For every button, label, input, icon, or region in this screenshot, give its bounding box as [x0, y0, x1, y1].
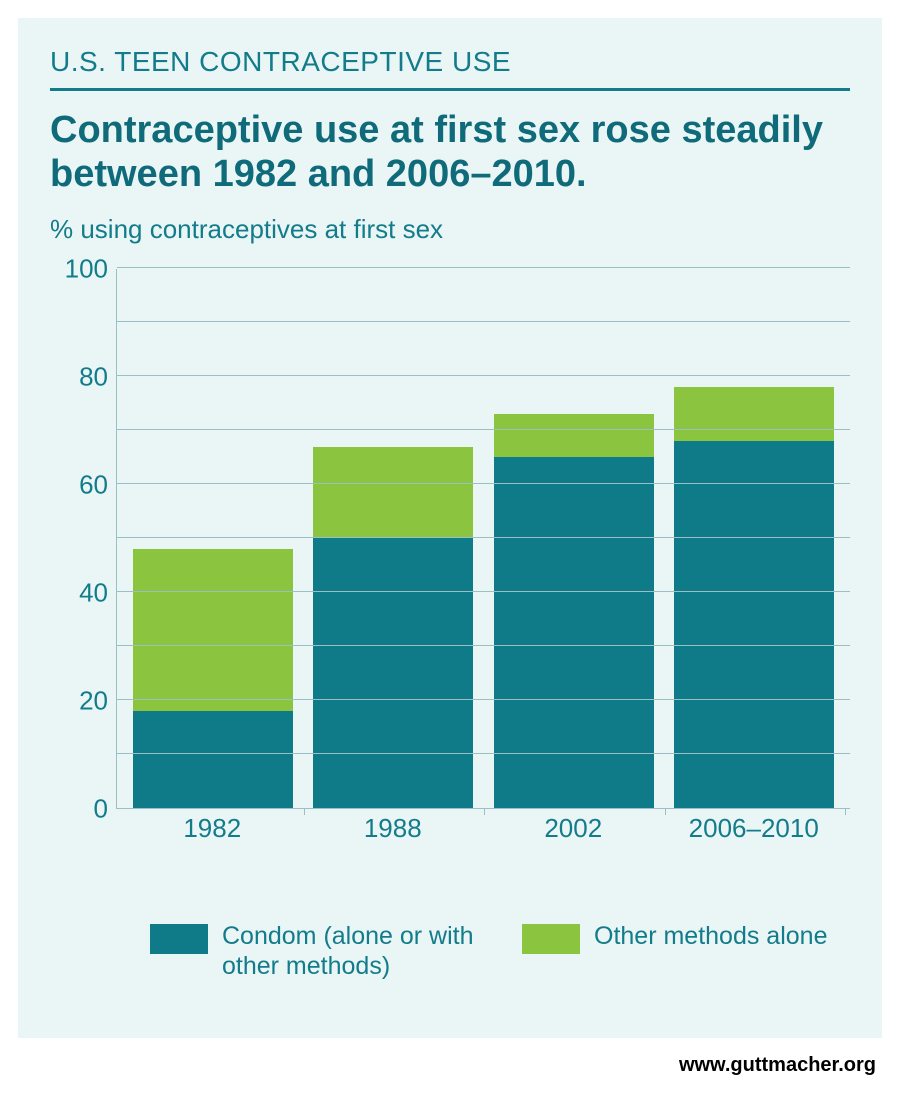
- legend-item-condom: Condom (alone or with other methods): [150, 921, 482, 981]
- bar-1982: [133, 549, 293, 808]
- legend-item-other: Other methods alone: [522, 921, 827, 954]
- bar-segment-other: [494, 414, 654, 457]
- gridline: [117, 267, 850, 268]
- x-label: 1988: [313, 813, 473, 844]
- y-tick-label: 100: [50, 254, 108, 285]
- source-url: www.guttmacher.org: [679, 1054, 876, 1077]
- x-label: 2006–2010: [674, 813, 834, 844]
- gridline: [117, 429, 850, 430]
- gridline: [117, 375, 850, 376]
- gridline: [117, 321, 850, 322]
- x-label: 2002: [493, 813, 653, 844]
- y-tick-label: 20: [50, 686, 108, 717]
- bar-segment-condom: [133, 711, 293, 808]
- legend-swatch: [522, 924, 580, 954]
- chart: 1982 1988 2002 2006–2010 0 20 40 60 80 100: [50, 251, 850, 861]
- y-tick-label: 0: [50, 794, 108, 825]
- chart-panel: U.S. TEEN CONTRACEPTIVE USE Contraceptiv…: [18, 18, 882, 1038]
- bars-container: [117, 269, 850, 808]
- y-tick-label: 80: [50, 362, 108, 393]
- y-tick-label: 60: [50, 470, 108, 501]
- bar-segment-condom: [494, 457, 654, 808]
- x-axis-labels: 1982 1988 2002 2006–2010: [116, 813, 850, 844]
- bar-segment-other: [133, 549, 293, 711]
- gridline: [117, 591, 850, 592]
- y-axis-title: % using contraceptives at first sex: [50, 214, 850, 245]
- legend-label: Condom (alone or with other methods): [222, 921, 482, 981]
- gridline: [117, 537, 850, 538]
- bar-2006–2010: [674, 387, 834, 808]
- bar-segment-other: [674, 387, 834, 441]
- x-label: 1982: [132, 813, 292, 844]
- plot-area: [116, 269, 850, 809]
- legend-label: Other methods alone: [594, 921, 827, 951]
- header-rule: [50, 88, 850, 91]
- kicker: U.S. TEEN CONTRACEPTIVE USE: [50, 46, 850, 78]
- bar-segment-condom: [313, 538, 473, 808]
- legend-swatch: [150, 924, 208, 954]
- gridline: [117, 645, 850, 646]
- gridline: [117, 699, 850, 700]
- gridline: [117, 483, 850, 484]
- bar-segment-other: [313, 447, 473, 539]
- gridline: [117, 753, 850, 754]
- legend: Condom (alone or with other methods) Othe…: [150, 921, 850, 981]
- bar-2002: [494, 414, 654, 808]
- headline: Contraceptive use at first sex rose stea…: [50, 109, 850, 196]
- y-tick-label: 40: [50, 578, 108, 609]
